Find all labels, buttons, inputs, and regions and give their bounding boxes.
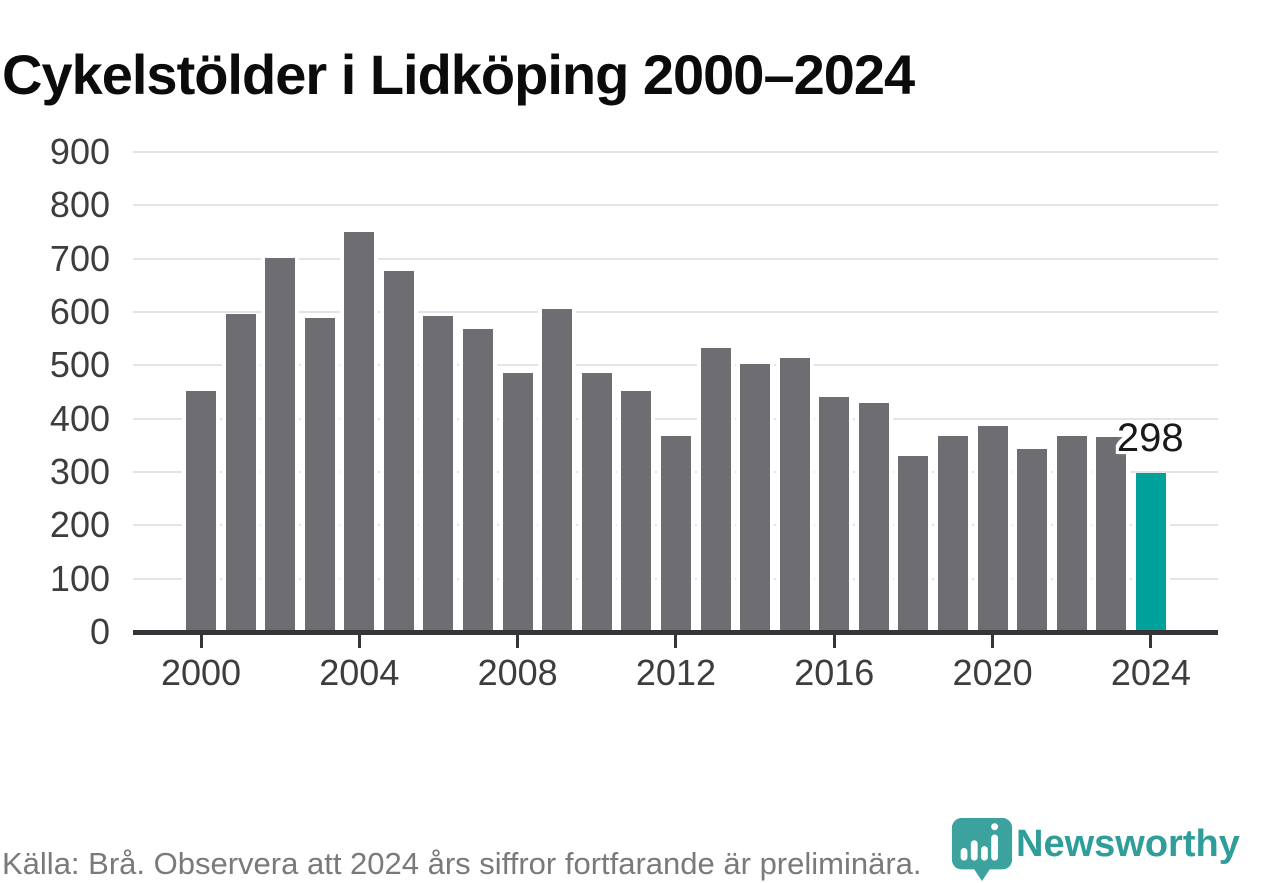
- x-tick-2024: [1149, 635, 1153, 648]
- bar-2022: [1056, 436, 1087, 632]
- bar-2000: [186, 390, 216, 632]
- chart-title: Cykelstölder i Lidköping 2000–2024: [2, 42, 915, 106]
- bar-2014: [740, 364, 771, 632]
- x-tick-2008: [516, 635, 520, 648]
- bar-2023: [1096, 436, 1127, 632]
- bar-2016: [819, 396, 850, 632]
- newsworthy-logo-text: Newsworthy: [1016, 823, 1240, 865]
- x-axis-label-2000: 2000: [160, 652, 242, 693]
- bar-2015: [779, 358, 810, 632]
- bar-2019: [938, 436, 969, 632]
- x-axis-label-2012: 2012: [635, 652, 716, 693]
- bar-2024: [1135, 473, 1166, 632]
- bar-2003: [304, 317, 335, 632]
- newsworthy-logo: Newsworthy: [950, 815, 1262, 882]
- x-axis-label-2024: 2024: [1110, 652, 1191, 693]
- x-axis-label-2020: 2020: [952, 652, 1033, 693]
- x-tick-2016: [832, 635, 836, 648]
- bar-2004: [344, 232, 375, 632]
- x-tick-2004: [357, 635, 361, 648]
- bar-2005: [383, 271, 414, 632]
- x-axis-label-2008: 2008: [477, 652, 558, 693]
- bar-2018: [898, 456, 929, 632]
- y-axis-label-300: 300: [49, 451, 110, 492]
- bar-2020: [977, 425, 1008, 632]
- gridline-900: [133, 151, 1218, 153]
- bar-2006: [423, 316, 454, 632]
- x-axis-label-2004: 2004: [319, 652, 400, 693]
- y-axis-label-600: 600: [49, 291, 110, 332]
- y-axis-label-200: 200: [49, 504, 110, 546]
- newsworthy-pin-icon: [951, 817, 1013, 882]
- bar-2002: [265, 258, 296, 632]
- x-axis-label-2016: 2016: [794, 652, 875, 693]
- gridline-400: [133, 417, 1218, 420]
- bar-2011: [621, 391, 652, 632]
- bar-2012: [660, 436, 691, 632]
- y-axis-label-500: 500: [49, 344, 110, 386]
- y-axis-label-100: 100: [49, 557, 110, 599]
- y-axis-label-700: 700: [49, 237, 110, 279]
- bar-2009: [542, 309, 573, 632]
- y-axis-label-0: 0: [89, 611, 110, 652]
- bar-2007: [463, 329, 494, 632]
- x-tick-2012: [674, 635, 678, 648]
- gridline-600: [133, 311, 1218, 313]
- gridline-500: [133, 364, 1218, 367]
- bar-2013: [700, 347, 731, 632]
- bar-2001: [225, 314, 256, 632]
- y-axis-label-400: 400: [49, 397, 110, 439]
- x-axis-line: [133, 630, 1218, 635]
- bar-2010: [581, 372, 612, 632]
- bar-2021: [1017, 449, 1048, 632]
- highlight-value-label: 298: [1116, 416, 1184, 461]
- source-note: Källa: Brå. Observera att 2024 års siffr…: [2, 846, 922, 881]
- y-axis-label-900: 900: [49, 131, 110, 172]
- gridline-800: [133, 204, 1218, 207]
- x-tick-2000: [199, 635, 203, 648]
- gridline-700: [133, 257, 1218, 260]
- bar-2008: [502, 372, 533, 632]
- bar-2017: [858, 402, 889, 632]
- x-tick-2020: [991, 635, 995, 648]
- y-axis-label-800: 800: [49, 184, 110, 226]
